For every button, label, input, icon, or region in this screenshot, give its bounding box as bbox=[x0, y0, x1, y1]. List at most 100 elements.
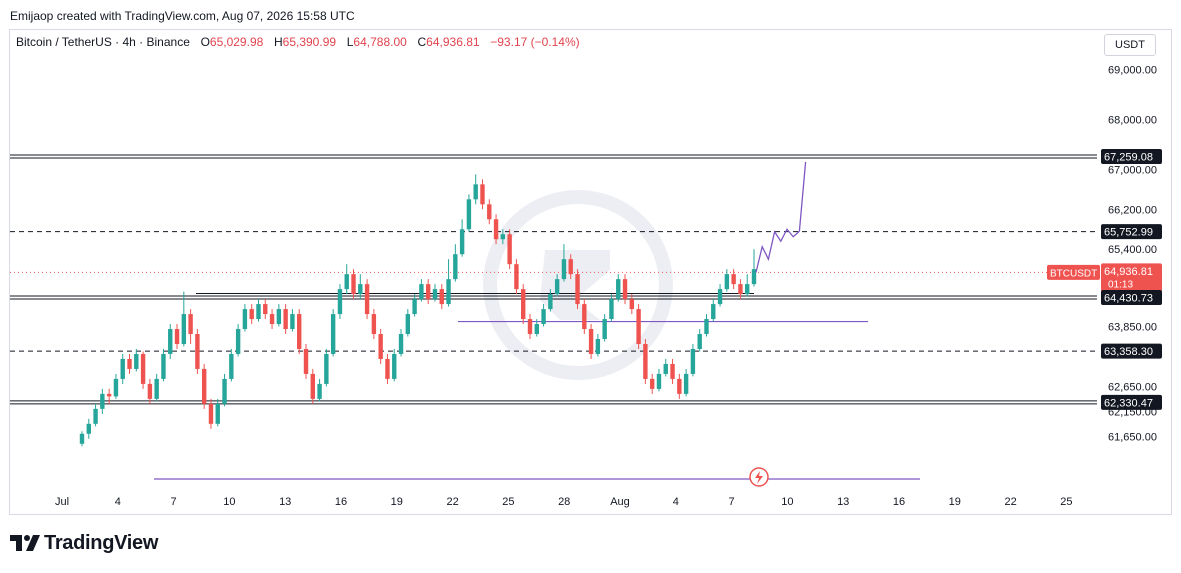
candle-body[interactable] bbox=[317, 383, 322, 399]
candle-body[interactable] bbox=[405, 314, 411, 335]
candle-body[interactable] bbox=[548, 294, 553, 310]
candle-body[interactable] bbox=[269, 314, 275, 325]
candle-body[interactable] bbox=[127, 358, 132, 369]
candle-body[interactable] bbox=[751, 269, 757, 285]
candle-body[interactable] bbox=[717, 289, 723, 305]
candle-body[interactable] bbox=[636, 309, 641, 344]
candle-body[interactable] bbox=[181, 314, 187, 344]
candle-body[interactable] bbox=[588, 329, 594, 354]
candle-body[interactable] bbox=[398, 334, 404, 354]
candle-body[interactable] bbox=[208, 403, 214, 424]
candle-body[interactable] bbox=[541, 309, 546, 325]
candle-body[interactable] bbox=[106, 393, 112, 397]
candle-body[interactable] bbox=[351, 274, 356, 295]
candle-body[interactable] bbox=[371, 314, 377, 335]
candle-body[interactable] bbox=[629, 299, 635, 310]
candle-body[interactable] bbox=[222, 378, 227, 404]
symbol-name[interactable]: Bitcoin / TetherUS · 4h · Binance bbox=[16, 35, 190, 49]
candle-body[interactable] bbox=[229, 353, 234, 379]
candle-body[interactable] bbox=[195, 334, 200, 369]
candle-body[interactable] bbox=[140, 353, 146, 384]
candle-body[interactable] bbox=[582, 304, 587, 330]
candle-body[interactable] bbox=[364, 284, 370, 315]
candle-body[interactable] bbox=[324, 353, 329, 384]
candle-body[interactable] bbox=[201, 368, 207, 404]
candle-body[interactable] bbox=[616, 279, 621, 300]
candle-body[interactable] bbox=[575, 274, 580, 305]
candle-body[interactable] bbox=[174, 329, 180, 344]
candle-body[interactable] bbox=[704, 319, 709, 335]
candle-body[interactable] bbox=[480, 184, 485, 205]
candle-body[interactable] bbox=[568, 259, 573, 275]
candle-body[interactable] bbox=[344, 274, 349, 290]
candle-body[interactable] bbox=[256, 304, 261, 320]
candle-body[interactable] bbox=[235, 329, 241, 354]
candle-body[interactable] bbox=[459, 229, 465, 255]
candle-body[interactable] bbox=[439, 289, 444, 305]
candle-body[interactable] bbox=[100, 393, 105, 409]
candle-body[interactable] bbox=[711, 304, 716, 320]
candle-body[interactable] bbox=[561, 259, 567, 280]
candle-body[interactable] bbox=[168, 329, 173, 354]
candle-body[interactable] bbox=[86, 423, 91, 434]
candle-body[interactable] bbox=[453, 254, 458, 280]
candle-body[interactable] bbox=[527, 319, 533, 335]
candle-body[interactable] bbox=[473, 184, 478, 200]
candle-body[interactable] bbox=[310, 373, 315, 399]
candle-body[interactable] bbox=[493, 219, 499, 240]
candle-body[interactable] bbox=[670, 363, 675, 379]
candle-body[interactable] bbox=[215, 403, 220, 424]
candle-body[interactable] bbox=[500, 234, 506, 240]
candle-body[interactable] bbox=[337, 289, 343, 315]
candle-body[interactable] bbox=[412, 299, 417, 315]
candle-body[interactable] bbox=[622, 279, 628, 300]
candle-body[interactable] bbox=[609, 299, 614, 320]
candle-body[interactable] bbox=[188, 314, 193, 335]
candle-body[interactable] bbox=[534, 324, 539, 335]
candle-body[interactable] bbox=[487, 204, 492, 220]
candle-body[interactable] bbox=[276, 309, 282, 325]
candle-body[interactable] bbox=[330, 314, 336, 354]
candle-body[interactable] bbox=[649, 378, 655, 389]
candle-body[interactable] bbox=[507, 234, 512, 265]
candle-body[interactable] bbox=[466, 199, 472, 230]
candle-body[interactable] bbox=[120, 358, 125, 379]
candle-body[interactable] bbox=[249, 309, 254, 320]
candle-body[interactable] bbox=[147, 383, 153, 399]
candle-body[interactable] bbox=[683, 373, 689, 394]
candle-body[interactable] bbox=[656, 373, 662, 389]
candle-body[interactable] bbox=[677, 378, 682, 394]
candle-body[interactable] bbox=[690, 348, 696, 374]
candle-body[interactable] bbox=[521, 289, 526, 320]
candle-body[interactable] bbox=[303, 348, 309, 374]
candle-body[interactable] bbox=[385, 358, 390, 379]
candle-body[interactable] bbox=[697, 334, 702, 349]
candle-body[interactable] bbox=[161, 353, 166, 379]
candle-body[interactable] bbox=[663, 363, 668, 374]
candle-body[interactable] bbox=[643, 343, 648, 379]
candle-body[interactable] bbox=[113, 378, 119, 397]
candle-body[interactable] bbox=[595, 339, 601, 354]
candle-body[interactable] bbox=[554, 279, 560, 295]
candle-body[interactable] bbox=[514, 264, 519, 290]
candle-body[interactable] bbox=[602, 319, 607, 340]
currency-button[interactable]: USDT bbox=[1104, 34, 1156, 56]
candle-body[interactable] bbox=[378, 334, 383, 359]
candle-body[interactable] bbox=[93, 408, 98, 424]
candle-body[interactable] bbox=[358, 284, 363, 295]
candle-body[interactable] bbox=[446, 279, 451, 305]
candle-body[interactable] bbox=[738, 284, 743, 295]
candle-body[interactable] bbox=[79, 433, 85, 444]
candle-body[interactable] bbox=[745, 284, 750, 295]
candle-body[interactable] bbox=[283, 309, 288, 330]
candle-body[interactable] bbox=[724, 274, 730, 290]
candle-body[interactable] bbox=[242, 309, 248, 330]
candle-body[interactable] bbox=[154, 378, 159, 399]
candle-body[interactable] bbox=[425, 284, 431, 300]
candle-body[interactable] bbox=[731, 274, 736, 285]
candle-body[interactable] bbox=[392, 353, 397, 379]
candle-body[interactable] bbox=[263, 304, 268, 315]
event-marker-icon[interactable] bbox=[749, 467, 769, 487]
candle-body[interactable] bbox=[432, 289, 438, 300]
